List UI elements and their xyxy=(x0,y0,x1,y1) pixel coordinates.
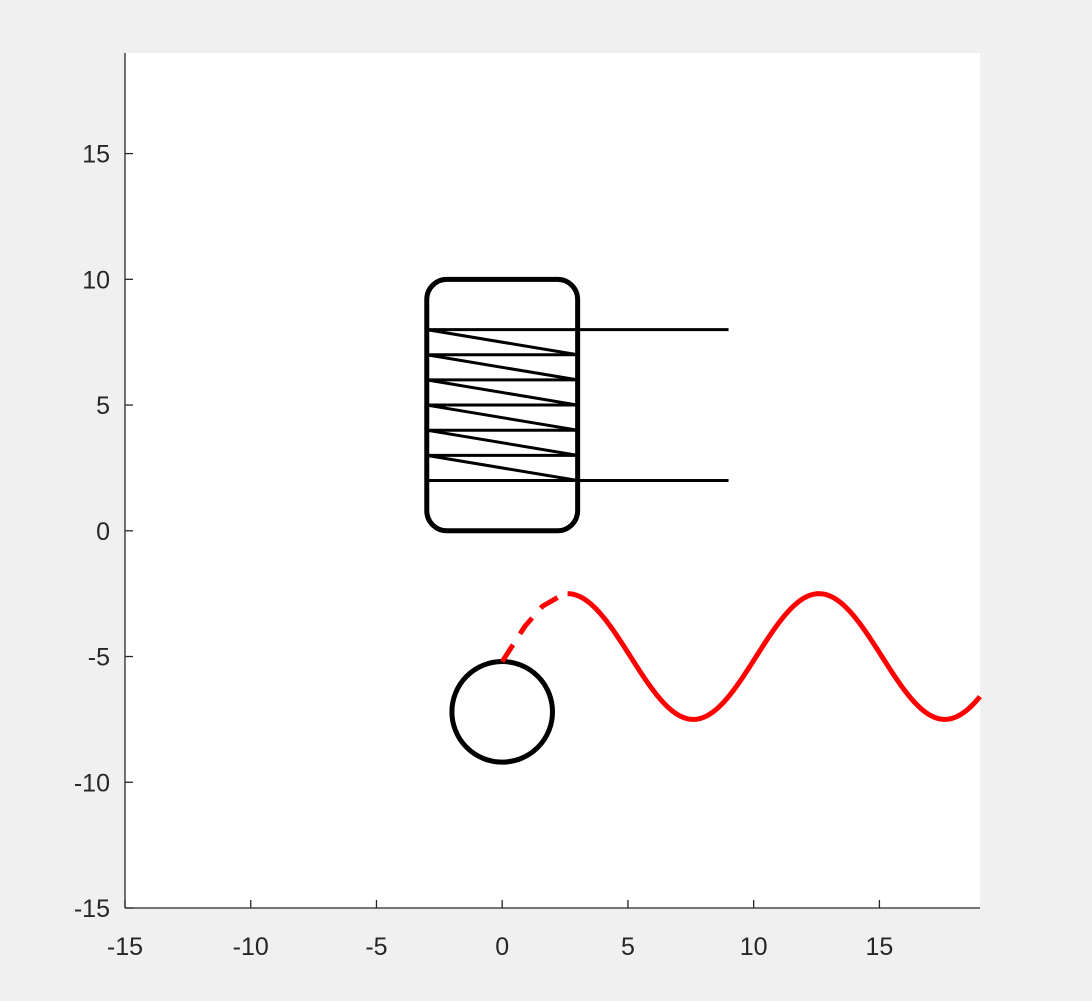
x-tick-label: 0 xyxy=(495,933,509,961)
coil-diagonal-1 xyxy=(426,328,578,357)
coil-diagonal-2 xyxy=(426,353,578,382)
y-tick-label: -10 xyxy=(74,769,110,797)
x-tick-label: -10 xyxy=(233,933,269,961)
coil-diagonal-5 xyxy=(426,428,578,457)
y-tick-label: 10 xyxy=(82,266,110,294)
y-tick-label: 5 xyxy=(96,392,110,420)
y-tick-label: -15 xyxy=(74,895,110,923)
coil-diagonal-4 xyxy=(426,403,578,432)
x-tick-label: 5 xyxy=(621,933,635,961)
x-tick-label: -15 xyxy=(107,933,143,961)
dashed-link xyxy=(500,591,571,663)
y-tick-label: 0 xyxy=(96,518,110,546)
x-tick-label: -5 xyxy=(365,933,387,961)
coil-diagonal-3 xyxy=(426,378,578,407)
sine-wave xyxy=(566,591,982,722)
x-tick-label: 15 xyxy=(866,933,894,961)
x-tick-label: 10 xyxy=(740,933,768,961)
y-tick-label: -5 xyxy=(88,644,110,672)
y-tick-label: 15 xyxy=(82,141,110,169)
coil-diagonal-6 xyxy=(426,453,578,482)
